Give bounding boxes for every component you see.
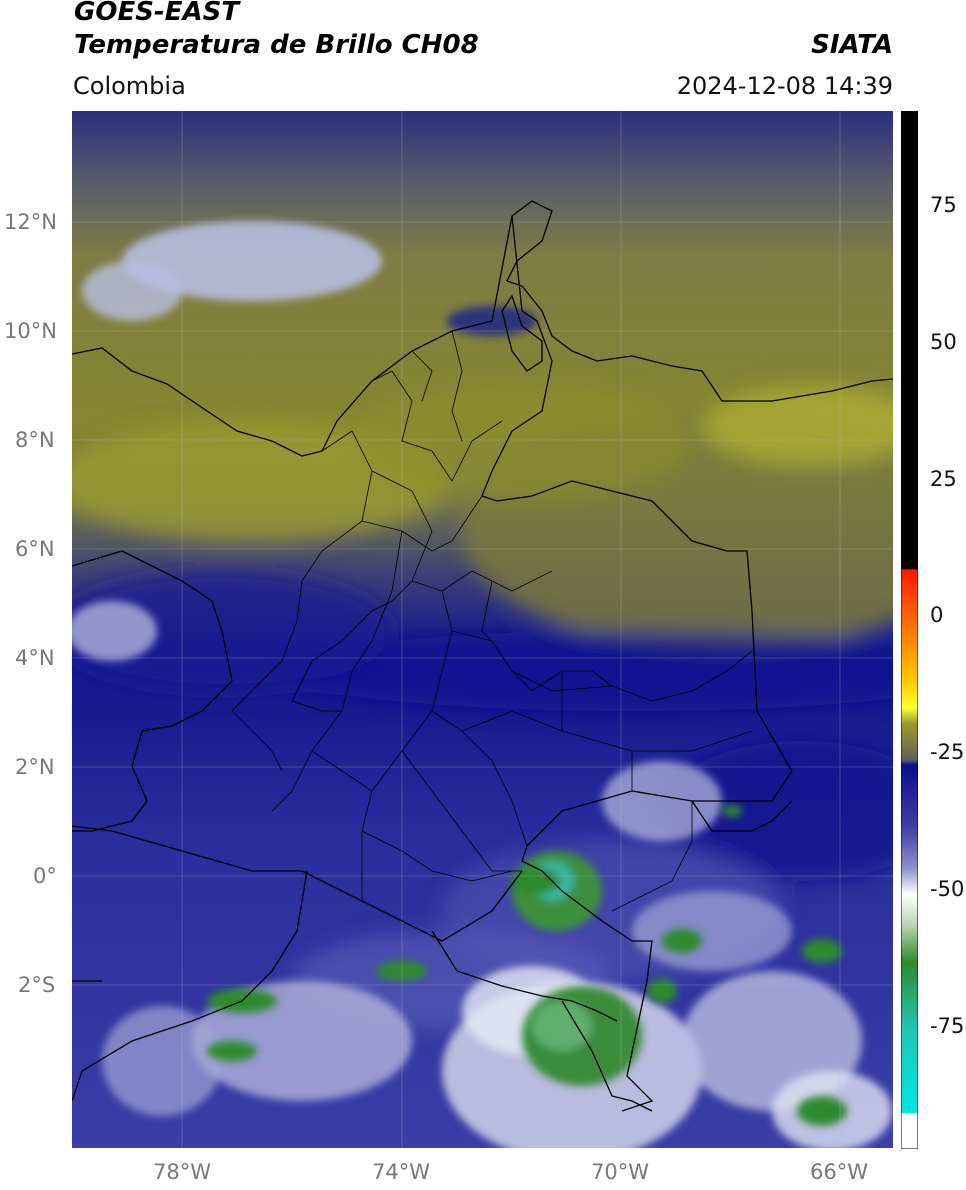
product-title-line2: Temperatura de Brillo CH08	[74, 30, 479, 60]
cloud-cluster	[82, 261, 182, 321]
lat-label: 0°	[33, 864, 57, 888]
lon-label: 66°W	[810, 1160, 868, 1184]
lat-label: 2°N	[15, 755, 55, 779]
colorbar-tick-label: 50	[930, 330, 957, 354]
deep-convection	[662, 929, 702, 953]
lon-label: 78°W	[153, 1160, 211, 1184]
satellite-map	[72, 111, 893, 1148]
graticule	[72, 111, 893, 1148]
deep-convection	[647, 979, 677, 1003]
deep-convection	[207, 1041, 257, 1061]
colorbar-tick-label: 75	[930, 193, 957, 217]
deep-convection	[797, 1096, 847, 1126]
lon-label: 74°W	[372, 1160, 430, 1184]
colorbar-tick-label: 25	[930, 467, 957, 491]
lat-label: 10°N	[4, 319, 57, 343]
lon-label: 70°W	[591, 1160, 649, 1184]
cloud-cluster	[102, 1006, 222, 1116]
deep-convection	[524, 869, 560, 893]
lat-label: 2°S	[18, 973, 56, 997]
lat-label: 6°N	[15, 537, 55, 561]
department-borders	[231, 330, 753, 912]
lat-label: 8°N	[15, 428, 55, 452]
colorbar-tick-label: -25	[930, 740, 965, 764]
colorbar-tick-label: -50	[930, 877, 965, 901]
country-borders	[72, 200, 893, 1112]
dry-air-mass	[702, 386, 893, 466]
colorbar-tick-label: 0	[930, 603, 944, 627]
cloud-cluster	[632, 891, 792, 971]
datetime-label: 2024-12-08 14:39	[676, 72, 893, 100]
lat-label: 12°N	[4, 210, 57, 234]
organization-label: SIATA	[811, 30, 893, 60]
product-title-line1: GOES-EAST	[74, 0, 240, 27]
deep-convection	[532, 1001, 592, 1051]
region-label: Colombia	[73, 72, 186, 100]
deep-convection	[722, 805, 742, 817]
cloud-cluster	[122, 221, 382, 301]
deep-convection	[802, 939, 842, 963]
colorbar-fill	[901, 111, 918, 1149]
colorbar-tick-label: -75	[930, 1014, 965, 1038]
lat-label: 4°N	[15, 646, 55, 670]
dry-air-mass	[352, 381, 692, 501]
moist-band	[662, 741, 893, 881]
cloud-cluster	[72, 601, 157, 661]
colorbar	[901, 111, 918, 1149]
